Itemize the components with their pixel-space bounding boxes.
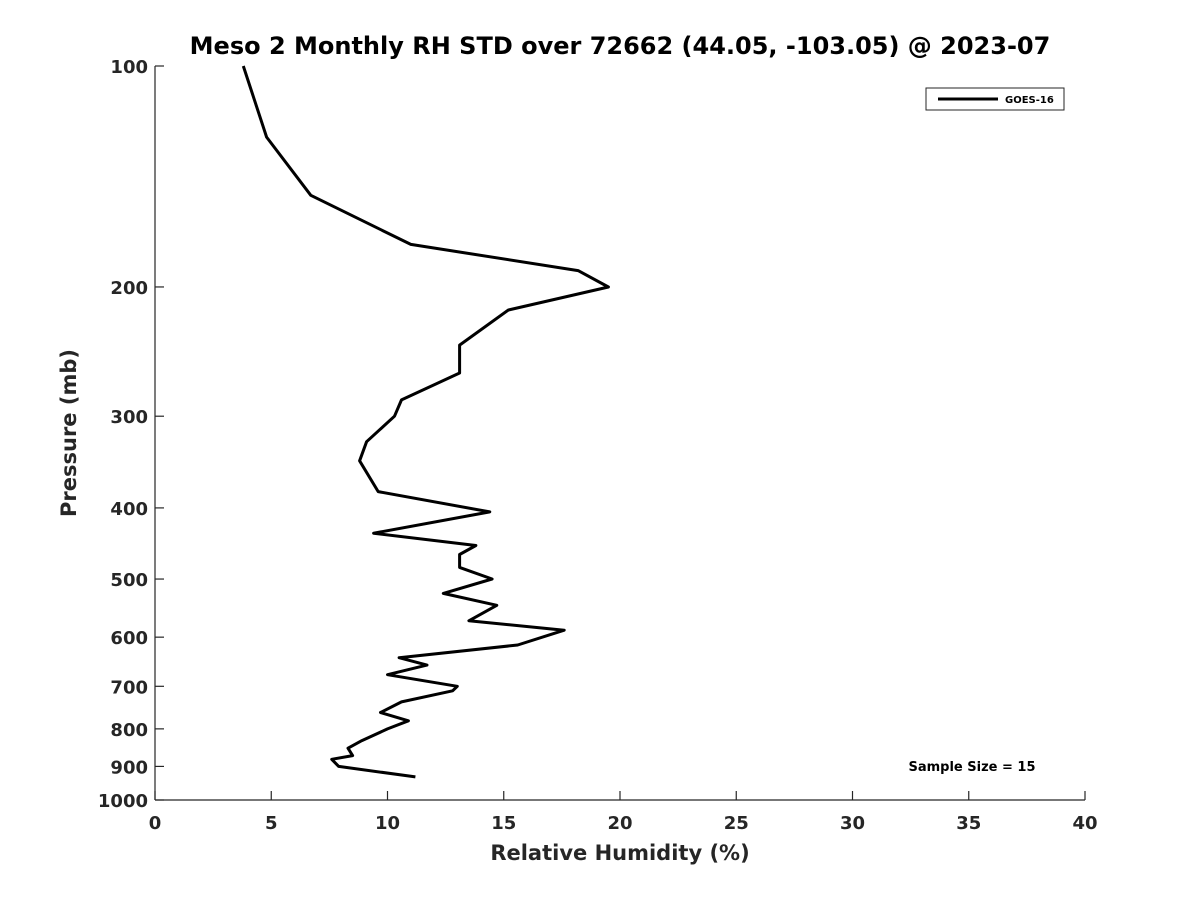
- y-tick-label: 200: [110, 278, 148, 299]
- legend-label-goes-16: GOES-16: [1005, 95, 1054, 106]
- y-tick-label: 400: [110, 499, 148, 520]
- x-tick-label: 0: [149, 813, 162, 834]
- y-ticks: 100 200 300 400 500 600 700 800 900 1000: [98, 57, 164, 812]
- y-tick-label: 600: [110, 628, 148, 649]
- y-tick-label: 700: [110, 677, 148, 698]
- series-layer: [241, 65, 610, 779]
- y-tick-label: 500: [110, 570, 148, 591]
- chart-title: Meso 2 Monthly RH STD over 72662 (44.05,…: [190, 32, 1051, 60]
- x-tick-label: 30: [840, 813, 865, 834]
- series-line-goes-16: [241, 65, 610, 779]
- y-axis-label: Pressure (mb): [57, 349, 81, 517]
- sample-size-annotation: Sample Size = 15: [908, 760, 1035, 775]
- x-tick-label: 20: [607, 813, 632, 834]
- x-tick-label: 25: [724, 813, 749, 834]
- x-tick-label: 40: [1072, 813, 1097, 834]
- legend: GOES-16: [925, 87, 1065, 111]
- y-tick-label: 800: [110, 720, 148, 741]
- y-tick-label: 1000: [98, 791, 148, 812]
- y-tick-label: 300: [110, 407, 148, 428]
- x-tick-label: 15: [491, 813, 516, 834]
- x-tick-label: 5: [265, 813, 278, 834]
- x-ticks: 0 5 10 15 20 25 30 35 40: [149, 791, 1098, 834]
- y-tick-label: 100: [110, 57, 148, 78]
- x-axis-label: Relative Humidity (%): [490, 841, 749, 865]
- y-tick-label: 900: [110, 757, 148, 778]
- x-tick-label: 35: [956, 813, 981, 834]
- x-tick-label: 10: [375, 813, 400, 834]
